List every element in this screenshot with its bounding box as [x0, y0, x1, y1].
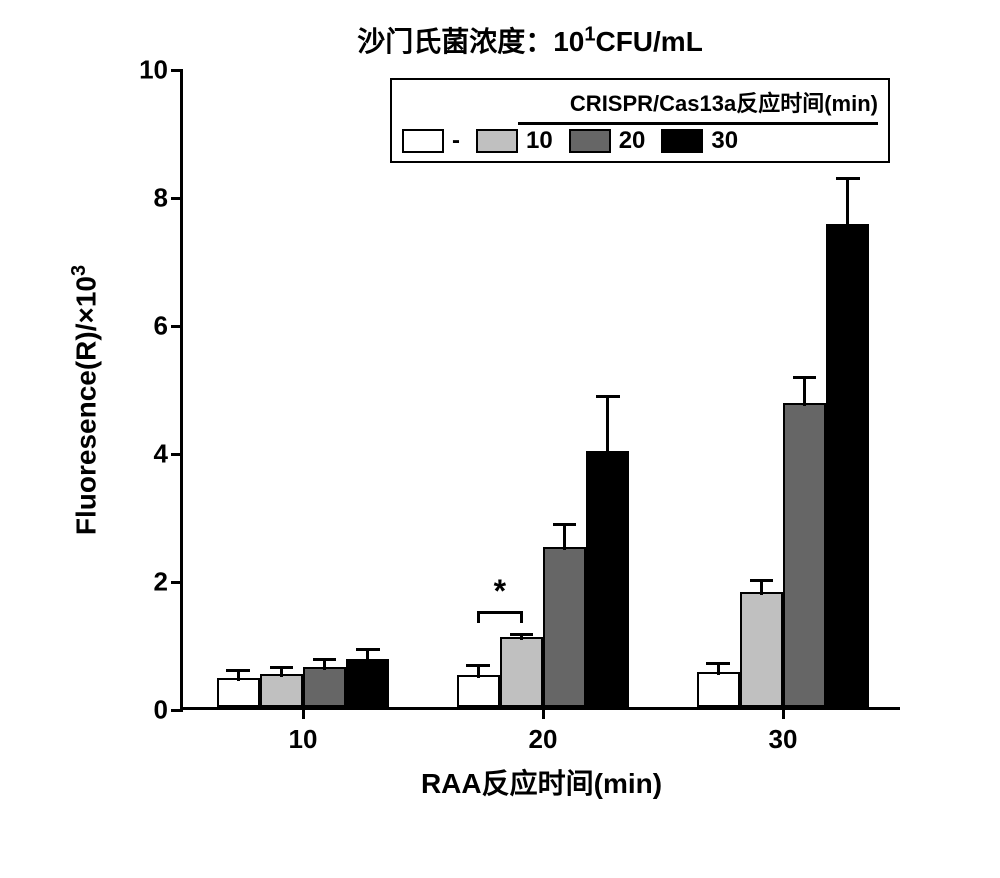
legend-swatch — [661, 129, 703, 153]
bar — [217, 678, 260, 707]
x-tick-label: 10 — [289, 724, 318, 755]
error-bar — [760, 581, 763, 595]
error-cap — [510, 633, 534, 636]
legend-item: 10 — [476, 127, 553, 155]
error-bar — [477, 666, 480, 678]
y-tick-label: 4 — [128, 439, 168, 470]
y-tick-label: 8 — [128, 183, 168, 214]
error-bar — [606, 396, 609, 454]
error-cap — [466, 664, 490, 667]
legend-label: 30 — [711, 127, 738, 155]
x-tick-label: 30 — [769, 724, 798, 755]
y-axis-title: Fluoresence(R)/×103 — [68, 265, 102, 535]
error-bar — [323, 659, 326, 670]
legend-swatch — [402, 129, 444, 153]
error-bar — [717, 664, 720, 675]
bar — [697, 672, 740, 707]
legend-items: - 10 20 30 — [402, 127, 878, 155]
chart-container: 沙门氏菌浓度：101CFU/mL 0 2 4 6 8 10 10 20 30 RAA反应时间(mi… — [50, 20, 950, 860]
error-cap — [270, 666, 294, 669]
x-tick — [782, 707, 785, 719]
error-bar — [803, 377, 806, 406]
error-cap — [836, 177, 860, 180]
error-cap — [356, 648, 380, 651]
bar — [346, 659, 389, 707]
y-tick — [171, 581, 183, 584]
error-cap — [226, 669, 250, 672]
y-axis-prefix: Fluoresence(R)/×10 — [70, 276, 101, 535]
legend-swatch — [569, 129, 611, 153]
legend-item: - — [402, 127, 460, 155]
chart-title: 沙门氏菌浓度：101CFU/mL — [110, 20, 950, 60]
bar — [826, 224, 869, 707]
bar — [586, 451, 629, 707]
legend-label: 10 — [526, 127, 553, 155]
legend-item: 30 — [661, 127, 738, 155]
error-bar — [563, 524, 566, 550]
error-cap — [553, 523, 577, 526]
bar — [260, 674, 303, 707]
significance-bracket-leg — [520, 611, 523, 623]
significance-star: * — [494, 573, 506, 610]
x-tick — [542, 707, 545, 719]
title-suffix: CFU/mL — [595, 26, 702, 57]
significance-bracket-leg — [477, 611, 480, 623]
y-tick — [171, 709, 183, 712]
bar — [740, 592, 783, 707]
x-axis-title: RAA反应时间(min) — [421, 762, 662, 802]
y-tick-label: 2 — [128, 567, 168, 598]
y-axis-exp: 3 — [68, 265, 90, 276]
x-tick — [302, 707, 305, 719]
error-cap — [750, 579, 774, 582]
y-tick-label: 0 — [128, 695, 168, 726]
legend-label: - — [452, 127, 460, 155]
y-tick — [171, 453, 183, 456]
error-cap — [793, 376, 817, 379]
title-prefix: 沙门氏菌浓度：10 — [357, 26, 584, 57]
plot-area: 0246810102030RAA反应时间(min)CRISPR/Cas13a反应… — [180, 70, 900, 710]
legend: CRISPR/Cas13a反应时间(min) - 10 20 30 — [390, 78, 890, 163]
y-tick-label: 6 — [128, 311, 168, 342]
error-bar — [846, 179, 849, 227]
bar — [303, 667, 346, 707]
legend-label: 20 — [619, 127, 646, 155]
error-cap — [706, 662, 730, 665]
bar — [783, 403, 826, 707]
title-exp: 1 — [584, 24, 595, 46]
legend-swatch — [476, 129, 518, 153]
legend-item: 20 — [569, 127, 646, 155]
bar — [500, 637, 543, 707]
significance-bracket — [478, 611, 521, 614]
y-tick — [171, 325, 183, 328]
error-bar — [366, 649, 369, 662]
legend-title: CRISPR/Cas13a反应时间(min) — [570, 86, 878, 118]
error-cap — [596, 395, 620, 398]
bar — [543, 547, 586, 707]
y-tick-label: 10 — [128, 55, 168, 86]
error-bar — [237, 670, 240, 681]
x-tick-label: 20 — [529, 724, 558, 755]
y-tick — [171, 69, 183, 72]
y-tick — [171, 197, 183, 200]
legend-title-line — [518, 122, 878, 125]
error-cap — [313, 658, 337, 661]
bar — [457, 675, 500, 707]
